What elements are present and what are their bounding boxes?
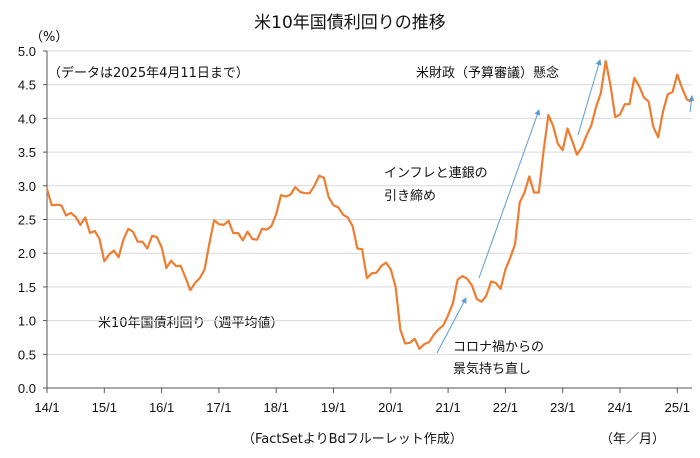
y-tick-label: 0.5	[18, 347, 36, 362]
annotation-line: 引き締め	[384, 189, 437, 204]
x-axis-unit: （年／月）	[600, 432, 666, 447]
y-tick-label: 1.5	[18, 280, 36, 295]
x-tick-label: 22/1	[493, 400, 518, 415]
y-tick-label: 0.0	[18, 381, 36, 396]
x-tick-label: 24/1	[607, 400, 632, 415]
x-tick-label: 23/1	[550, 400, 575, 415]
x-tick-label: 17/1	[206, 400, 231, 415]
y-tick-label: 4.0	[18, 111, 36, 126]
data-note: （データは2025年4月11日まで）	[48, 66, 249, 81]
arrow-latest	[688, 95, 695, 113]
annotation-line: コロナ禍からの	[453, 340, 545, 355]
x-tick-label: 21/1	[435, 400, 460, 415]
y-tick-label: 2.5	[18, 213, 36, 228]
annotation-line: 景気持ち直し	[453, 362, 532, 377]
y-tick-label: 1.0	[18, 314, 36, 329]
x-tick-label: 19/1	[321, 400, 346, 415]
x-tick-label: 25/1	[665, 400, 690, 415]
series-label: 米10年国債利回り（週平均値）	[98, 316, 284, 331]
x-tick-label: 14/1	[34, 400, 59, 415]
arrow-inflation	[478, 109, 541, 279]
y-tick-label: 3.5	[18, 145, 36, 160]
x-tick-label: 15/1	[92, 400, 117, 415]
arrow-covid-recovery	[436, 297, 467, 354]
y-tick-label: 3.0	[18, 179, 36, 194]
chart-title: 米10年国債利回りの推移	[254, 13, 446, 33]
annotation-covid-recovery: コロナ禍からの 景気持ち直し	[453, 337, 544, 381]
annotation-fiscal-concern: 米財政（予算審議）懸念	[416, 66, 560, 81]
annotation-inflation-tightening: インフレと連銀の 引き締め	[384, 162, 488, 208]
y-tick-label: 5.0	[18, 44, 36, 59]
source-note: （FactSetよりBdフルーレット作成）	[242, 432, 463, 447]
arrow-fiscal	[577, 59, 602, 136]
x-tick-label: 16/1	[149, 400, 174, 415]
series-line	[45, 60, 693, 350]
y-tick-label: 4.5	[18, 78, 36, 93]
y-axis-unit: （%）	[30, 30, 69, 45]
annotation-line: インフレと連銀の	[384, 166, 488, 181]
x-tick-label: 20/1	[378, 400, 403, 415]
x-tick-label: 18/1	[264, 400, 289, 415]
y-tick-label: 2.0	[18, 246, 36, 261]
